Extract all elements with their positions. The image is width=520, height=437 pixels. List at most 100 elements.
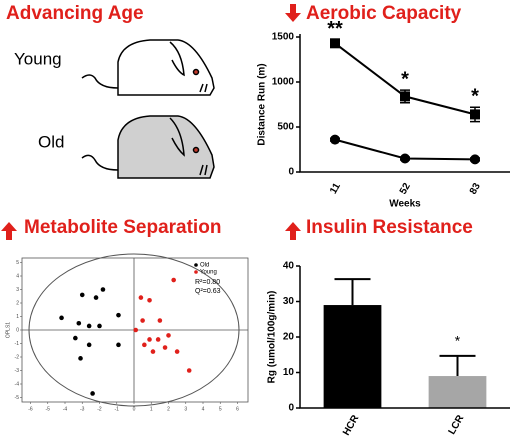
point: [59, 315, 64, 321]
y-tick-label: 1500: [272, 32, 295, 43]
model-stat: R²=0.80: [195, 279, 220, 286]
y-tick-label: 2: [16, 300, 19, 306]
group-label: Old: [38, 132, 64, 151]
marker: [400, 91, 410, 102]
point: [100, 287, 106, 292]
x-tick-label: -5: [46, 406, 51, 412]
point: [174, 349, 180, 354]
error-bar: [334, 278, 371, 306]
up-arrow: [285, 222, 301, 240]
down-arrow: [285, 4, 301, 22]
point: [116, 342, 121, 348]
y-tick-label: 3: [16, 287, 19, 293]
y-tick-label: -1: [15, 341, 20, 347]
legend-label: Young: [200, 270, 217, 276]
bar: [323, 305, 382, 408]
legend-label: Old: [200, 263, 209, 269]
point: [93, 295, 99, 300]
y-tick-label: 0: [288, 167, 294, 178]
point: [79, 292, 85, 298]
y-tick-label: -4: [15, 381, 20, 387]
point: [150, 349, 156, 354]
marker: [400, 153, 410, 164]
y-tick-label: -5: [15, 395, 20, 401]
point: [76, 320, 82, 326]
x-tick-label: LCR: [447, 413, 467, 437]
x-tick-label: 83: [468, 181, 483, 197]
marker: [470, 109, 480, 120]
y-tick-label: 0: [16, 327, 19, 333]
y-tick-label: 40: [283, 261, 295, 272]
point: [140, 318, 145, 323]
x-tick-label: 52: [398, 181, 413, 197]
y-axis-label: Rg (umol/100g/min): [267, 291, 278, 384]
x-tick-label: 1: [150, 406, 153, 412]
up-arrow: [1, 222, 17, 240]
point: [186, 368, 192, 373]
x-tick-label: -1: [115, 406, 120, 412]
model-stat: Q²=0.63: [195, 288, 221, 295]
panel-title: Metabolite Separation: [24, 217, 221, 238]
error-bar: [439, 354, 476, 377]
axis: [299, 266, 510, 409]
bar: [428, 376, 487, 408]
legend-marker: [194, 270, 198, 274]
legend-marker: [194, 263, 198, 267]
x-tick-label: 3: [184, 406, 187, 412]
y-tick-label: 4: [16, 273, 19, 279]
group-label: Young: [14, 49, 62, 68]
x-tick-label: 5: [219, 406, 222, 412]
y-tick-label: 0: [288, 403, 294, 414]
x-tick-label: -3: [80, 406, 85, 412]
point: [162, 345, 168, 350]
point: [86, 342, 92, 348]
point: [166, 333, 171, 338]
significance: *: [401, 68, 409, 90]
y-tick-label: 1000: [272, 77, 295, 88]
panel-title: Advancing Age: [6, 3, 144, 24]
point: [147, 298, 152, 303]
x-tick-label: -6: [28, 406, 33, 412]
point: [142, 342, 147, 348]
significance: *: [455, 333, 461, 349]
point: [73, 335, 78, 341]
young-mouse: [81, 39, 215, 96]
y-axis-label: Distance Run (m): [257, 63, 268, 145]
point: [138, 295, 144, 300]
point: [157, 318, 163, 323]
x-tick-label: 2: [167, 406, 170, 412]
point: [133, 327, 139, 333]
point: [90, 391, 95, 396]
y-tick-label: 500: [277, 122, 294, 133]
y-axis-label: OPLS1: [5, 322, 11, 338]
old-mouse: [81, 115, 215, 179]
x-tick-label: 11: [328, 181, 343, 196]
point: [86, 323, 92, 329]
significance: **: [327, 18, 343, 40]
x-axis-label: Weeks: [389, 199, 421, 210]
y-tick-label: 20: [283, 332, 295, 343]
point: [78, 356, 83, 361]
y-tick-label: 30: [283, 296, 295, 307]
y-tick-label: -2: [15, 354, 20, 360]
panel-title: Aerobic Capacity: [306, 3, 462, 24]
y-tick-label: 10: [283, 367, 295, 378]
x-tick-label: 0: [133, 406, 136, 412]
point: [97, 323, 102, 329]
point: [171, 277, 176, 283]
x-tick-label: HCR: [341, 413, 362, 437]
point: [147, 337, 152, 342]
point: [155, 337, 161, 342]
point: [116, 312, 121, 318]
y-tick-label: 5: [16, 260, 19, 266]
panel-title: Insulin Resistance: [306, 217, 473, 238]
significance: *: [471, 85, 479, 107]
x-tick-label: -2: [97, 406, 102, 412]
marker: [330, 38, 340, 49]
x-tick-label: -4: [63, 406, 68, 412]
x-tick-label: 6: [236, 406, 239, 412]
y-tick-label: 1: [16, 314, 19, 320]
marker: [470, 154, 480, 165]
marker: [330, 134, 340, 145]
